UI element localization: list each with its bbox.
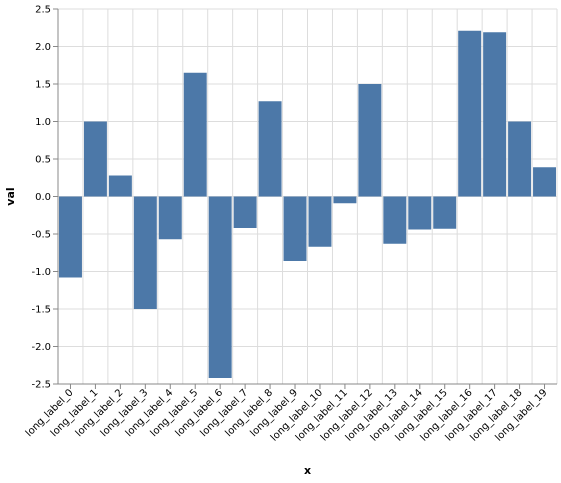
bar	[233, 196, 257, 228]
y-tick-label: -1.5	[31, 305, 51, 316]
y-tick-label: 1.5	[35, 80, 51, 91]
y-tick-label: 2.5	[35, 5, 51, 16]
bar	[308, 196, 332, 247]
bar	[208, 196, 232, 378]
y-tick-label: 2.0	[35, 42, 51, 53]
bar	[358, 84, 382, 197]
bar	[483, 32, 507, 197]
bar	[433, 196, 457, 229]
bar	[283, 196, 307, 261]
y-tick-label: -1.0	[31, 267, 51, 278]
y-tick-label: -0.5	[31, 230, 51, 241]
y-axis-title: val	[4, 187, 17, 205]
x-axis-title: x	[304, 464, 311, 477]
y-tick-label: 0.0	[35, 192, 51, 203]
y-tick-label: -2.5	[31, 380, 51, 391]
bar	[83, 121, 107, 197]
y-tick-label: -2.0	[31, 342, 51, 353]
bar	[383, 196, 407, 244]
bar	[108, 175, 132, 197]
y-tick-label: 0.5	[35, 155, 51, 166]
bar	[133, 196, 157, 309]
bar	[408, 196, 432, 230]
bar	[158, 196, 182, 240]
gridlines	[57, 8, 558, 385]
bar	[183, 72, 207, 197]
y-axis: 2.5 2.0 1.5 1.0 0.5 0.0 -0.5 -1.0 -1.5 -2.0 -2.5	[31, 5, 59, 391]
bar	[508, 121, 532, 197]
bar	[59, 196, 82, 278]
bar	[458, 30, 482, 197]
y-tick-label: 1.0	[35, 117, 51, 128]
bar	[258, 101, 282, 197]
bar	[333, 196, 357, 204]
bar	[533, 167, 556, 197]
bars	[59, 30, 556, 378]
x-axis: long_label_0long_label_1long_label_2long…	[24, 383, 557, 444]
